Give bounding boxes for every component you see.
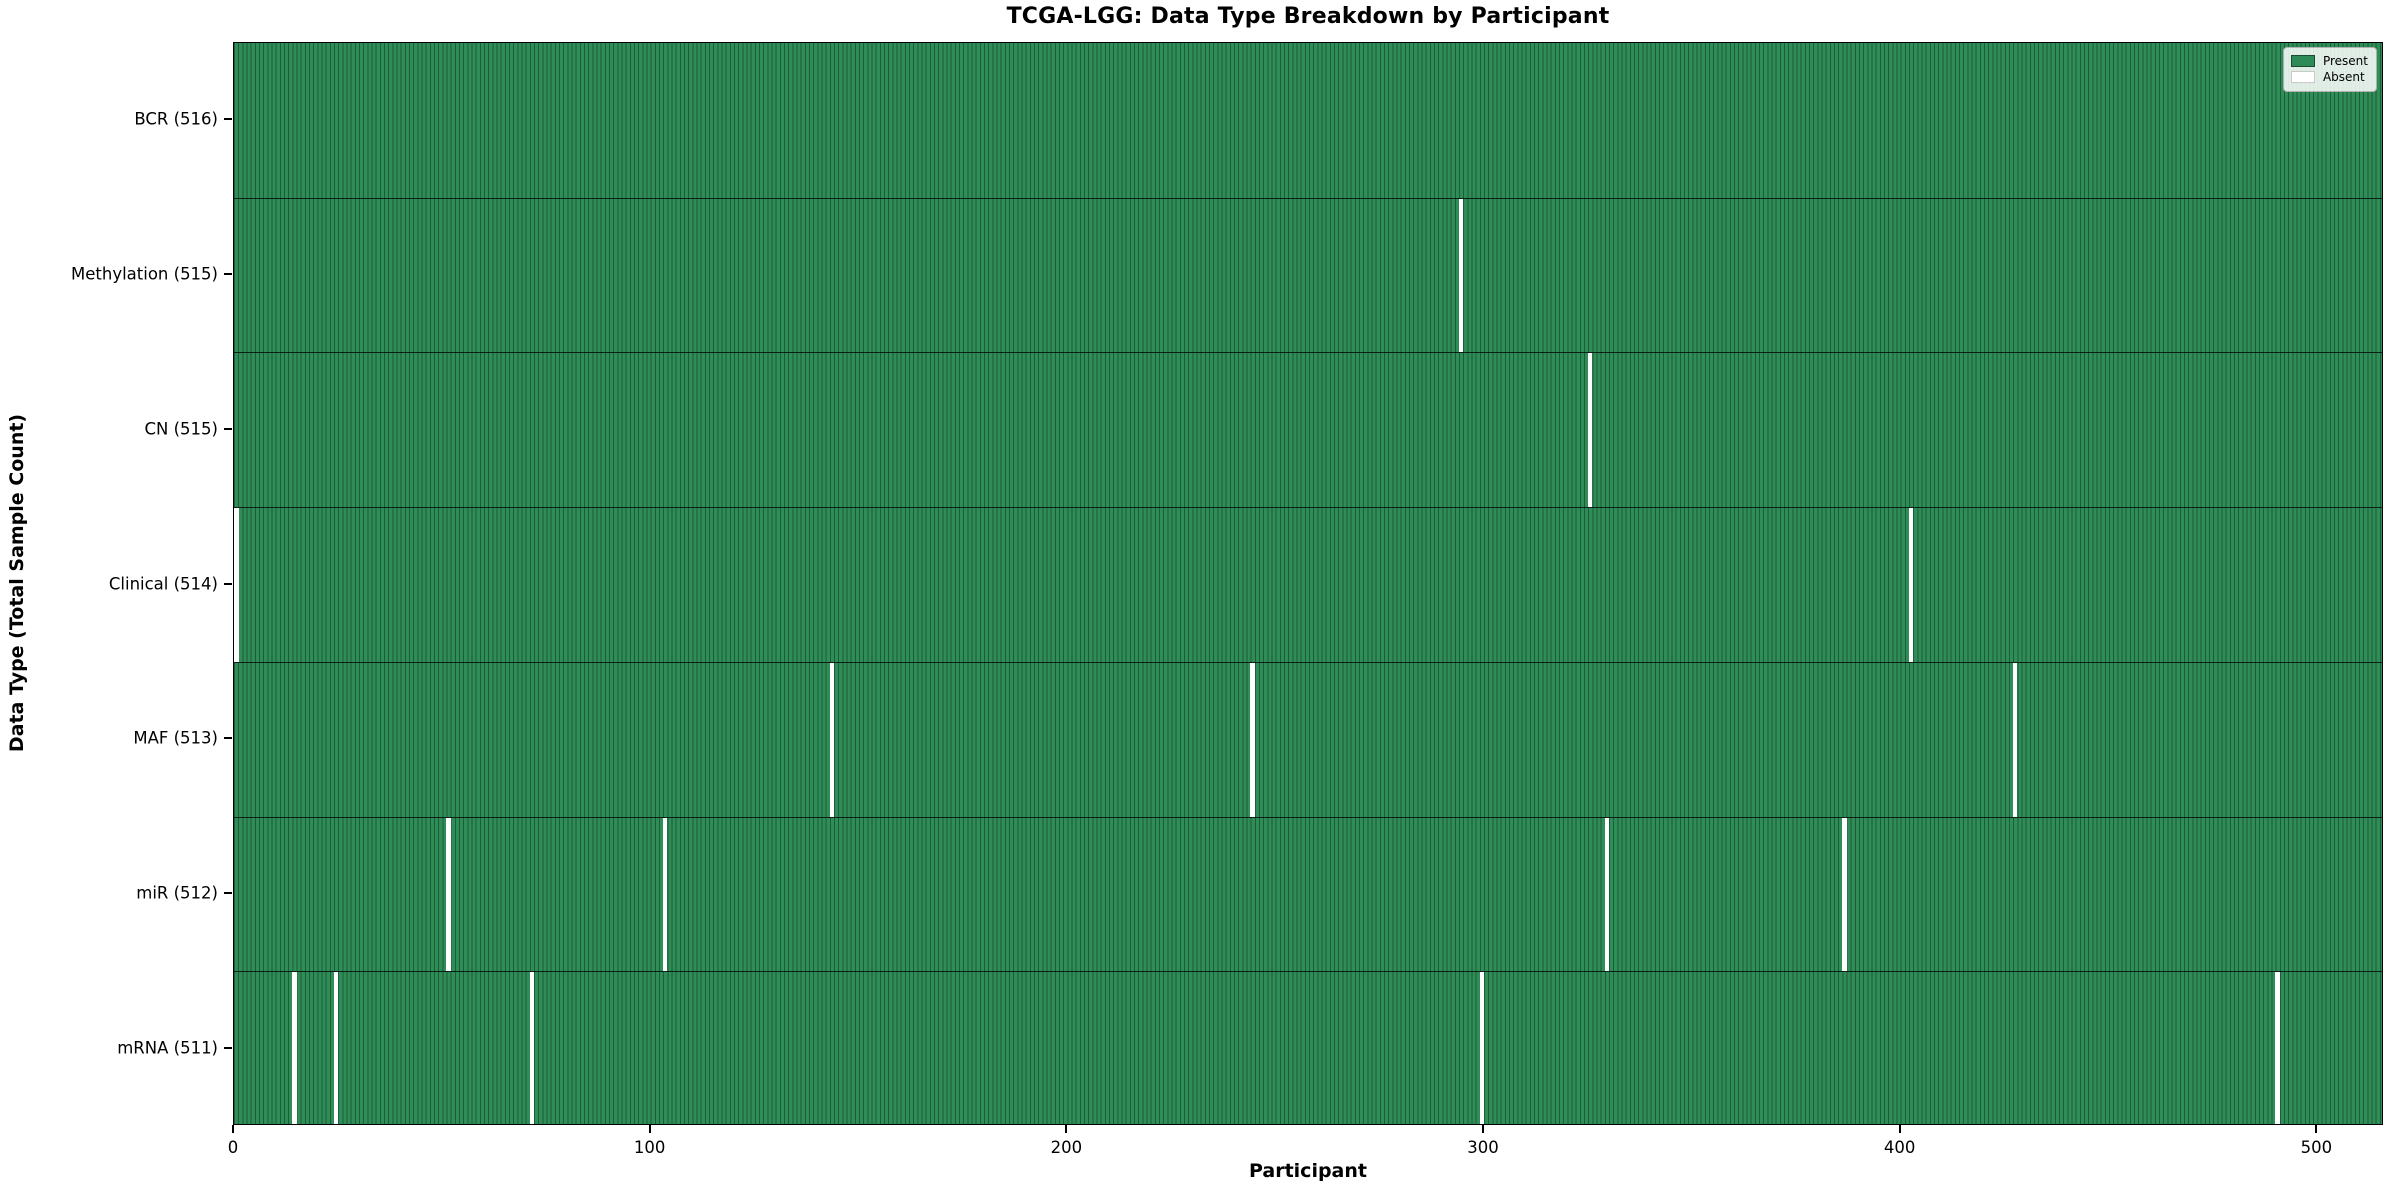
x-tick-500 [2315,1125,2318,1133]
absent-mark-mRNA-71 [529,972,535,1124]
absent-mark-Methylation-294 [1458,198,1464,353]
y-tick-label-BCR: BCR (516) [134,109,218,129]
y-tick-label-MAF: MAF (513) [133,728,218,748]
y-tick-label-miR: miR (512) [136,883,218,903]
legend-label-present: Present [2322,54,2368,68]
absent-mark-Clinical-402 [1908,508,1914,662]
x-tick-400 [1898,1125,1901,1133]
row-Methylation [234,197,2382,353]
absent-mark-MAF-427 [2012,662,2018,817]
plot-area [233,42,2383,1125]
absent-mark-mRNA-299 [1479,972,1485,1124]
x-tick-0 [232,1125,234,1133]
legend-label-absent: Absent [2322,70,2365,84]
x-tick-label-500: 500 [2300,1138,2333,1157]
row-mRNA [234,971,2382,1124]
x-tick-label-400: 400 [1883,1138,1916,1157]
x-tick-label-0: 0 [227,1138,239,1157]
y-tick-CN [224,427,232,430]
y-tick-label-Methylation: Methylation (515) [71,264,218,284]
y-tick-miR [224,891,232,894]
x-axis-label: Participant [1248,1160,1367,1182]
chart-title: TCGA-LGG: Data Type Breakdown by Partici… [1006,4,1610,29]
row-miR [234,816,2382,972]
absent-mark-Clinical-0 [234,508,239,662]
y-tick-label-CN: CN (515) [144,419,218,439]
absent-mark-MAF-143 [829,662,835,817]
y-tick-label-Clinical: Clinical (514) [108,574,218,593]
absent-mark-mRNA-14 [292,972,297,1124]
absent-mark-miR-103 [662,817,668,972]
x-tick-300 [1482,1125,1484,1133]
y-tick-BCR [224,118,232,121]
absent-mark-mRNA-490 [2275,972,2280,1124]
legend-swatch-absent [2290,71,2315,83]
x-tick-label-300: 300 [1467,1138,1499,1157]
y-tick-MAF [224,737,232,740]
row-Clinical [234,507,2382,662]
row-MAF [234,661,2382,817]
y-tick-Methylation [224,273,232,276]
absent-mark-miR-329 [1604,817,1610,972]
row-CN [234,352,2382,508]
legend: Present Absent [2282,47,2377,92]
x-tick-label-100: 100 [633,1138,666,1157]
absent-mark-miR-386 [1842,817,1847,972]
legend-entry-present: Present [2290,54,2368,68]
absent-mark-miR-51 [446,817,451,972]
absent-mark-mRNA-24 [333,972,339,1124]
y-tick-Clinical [224,582,232,585]
legend-swatch-present [2290,55,2315,67]
x-tick-100 [648,1125,651,1133]
legend-entry-absent: Absent [2290,70,2368,84]
y-tick-label-mRNA: mRNA (511) [117,1038,218,1058]
absent-mark-CN-325 [1587,353,1593,508]
row-BCR [234,43,2382,198]
x-tick-label-200: 200 [1050,1138,1083,1157]
y-tick-mRNA [224,1046,232,1049]
x-tick-200 [1065,1125,1068,1133]
absent-mark-MAF-244 [1250,662,1255,817]
